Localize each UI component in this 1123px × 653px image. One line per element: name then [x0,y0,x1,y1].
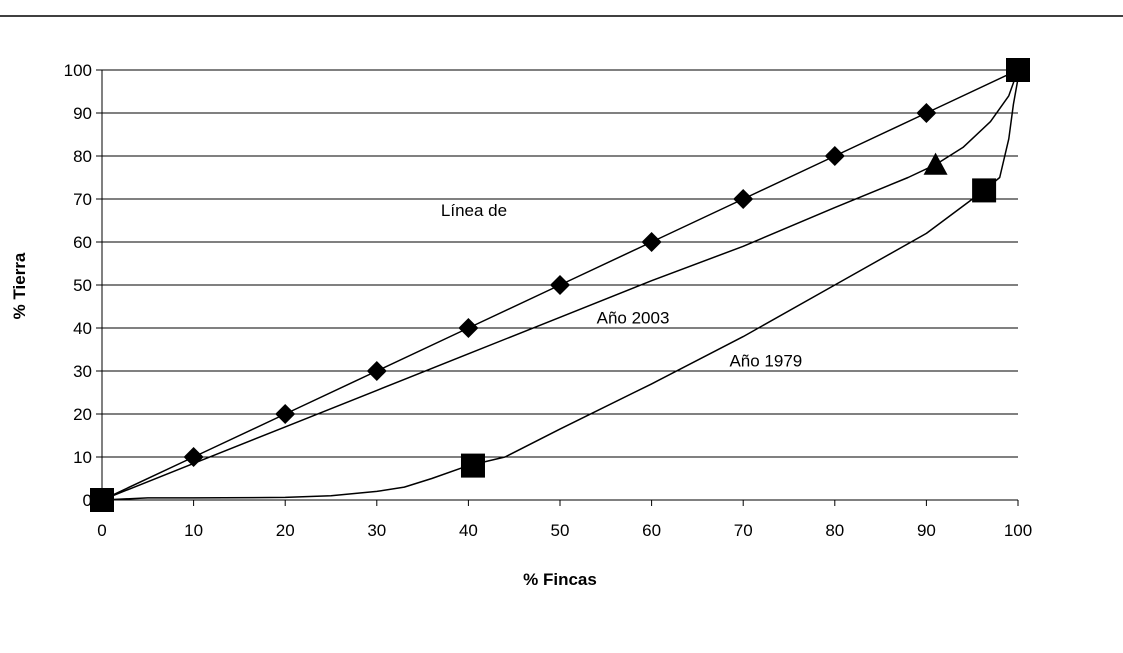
diamond-marker [275,404,296,424]
diamond-marker [366,361,387,381]
diamond-marker [824,146,845,166]
y-axis-title: % Tierra [10,252,29,319]
y-tick-label-10: 10 [73,448,92,467]
y-tick-label-70: 70 [73,190,92,209]
grid-layer [102,69,1018,458]
square-marker [972,178,997,203]
y-tick-label-20: 20 [73,405,92,424]
diamond-marker [458,318,479,338]
x-tick-label-30: 30 [367,521,386,540]
y-tick-label-50: 50 [73,276,92,295]
x-tick-label-40: 40 [459,521,478,540]
axis-layer: 0 10 20 30 40 50 60 70 80 90 100 0 10 20 30 40 50 60 70 80 9… [64,61,1033,540]
y-tick-label-30: 30 [73,362,92,381]
annotation-label-0: Línea de [441,201,507,220]
x-tick-label-50: 50 [551,521,570,540]
triangle-marker [923,152,948,175]
diamond-marker [733,189,754,209]
x-tick-label-20: 20 [276,521,295,540]
y-tick-label-80: 80 [73,147,92,166]
diamond-marker [183,447,204,467]
x-tick-label-70: 70 [734,521,753,540]
series-line-1 [101,69,1019,501]
y-tick-label-100: 100 [64,61,92,80]
x-axis-title: % Fincas [523,570,597,589]
y-tick-label-60: 60 [73,233,92,252]
square-marker [1006,58,1030,82]
x-tick-label-60: 60 [642,521,661,540]
x-tick-label-100: 100 [1004,521,1032,540]
x-tick-label-90: 90 [917,521,936,540]
y-tick-label-40: 40 [73,319,92,338]
diamond-marker [641,232,662,252]
square-marker [90,488,114,512]
label-layer: Línea de Año 2003 Año 1979 [441,201,802,371]
x-tick-label-0: 0 [97,521,106,540]
y-tick-label-90: 90 [73,104,92,123]
annotation-label-1: Año 2003 [597,309,670,328]
diamond-marker [550,275,570,295]
x-tick-label-10: 10 [184,521,203,540]
square-marker [460,453,485,478]
marker-layer [90,58,1030,512]
series-line-2 [101,70,1019,501]
annotation-label-2: Año 1979 [729,352,802,371]
x-tick-label-80: 80 [825,521,844,540]
y-tick-label-0: 0 [83,491,92,510]
diamond-marker [916,103,937,123]
